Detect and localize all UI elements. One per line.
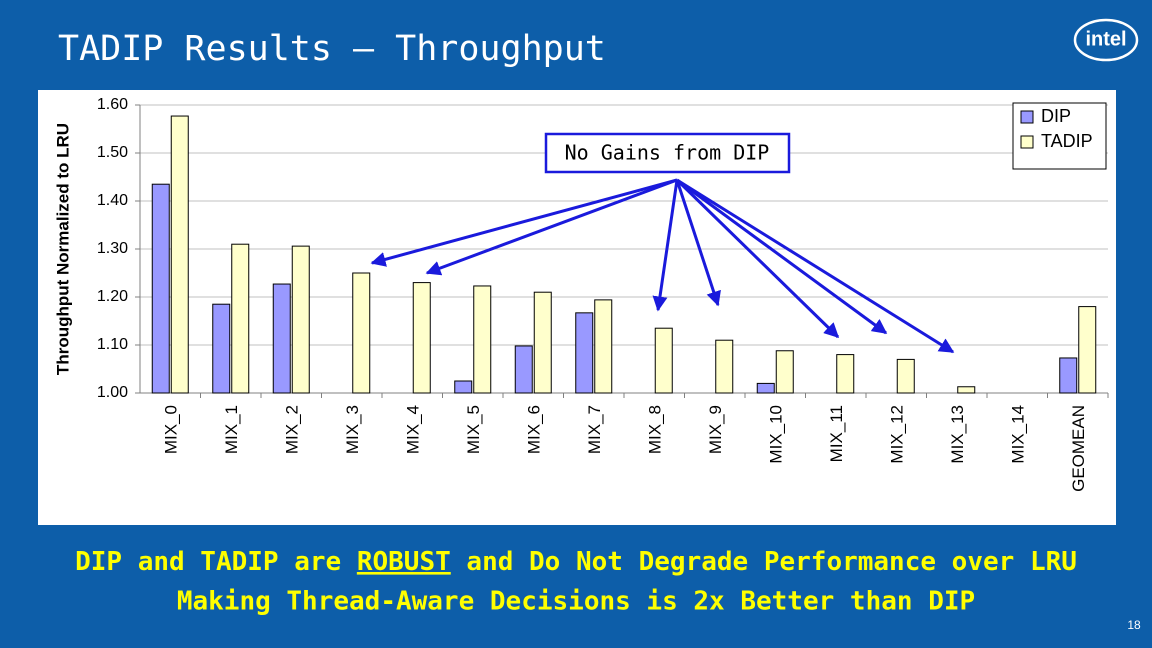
annotation-box (544, 132, 791, 174)
bar (715, 339, 734, 394)
y-tick-label: 1.10 (97, 336, 128, 353)
x-tick-label: MIX_2 (283, 405, 302, 454)
x-tick-label: MIX_6 (525, 405, 544, 454)
legend-label: DIP (1041, 106, 1071, 126)
x-tick-label: MIX_1 (222, 405, 241, 454)
bar (151, 183, 170, 394)
x-tick-label: MIX_5 (464, 405, 483, 454)
bar (836, 354, 855, 394)
x-tick-label: MIX_9 (706, 405, 725, 454)
bar (896, 358, 915, 394)
x-tick-label: MIX_11 (827, 405, 846, 462)
arrow (370, 178, 678, 267)
annotation-arrows (370, 178, 955, 354)
bar (412, 282, 431, 394)
y-tick-label: 1.20 (97, 288, 128, 305)
chart: 1.00 1.10 1.20 1.30 1.40 1.50 1.60 Throughput N… (53, 96, 1109, 492)
bar (272, 283, 291, 394)
bar (352, 272, 371, 394)
arrow (425, 178, 678, 276)
x-tick-label: MIX_7 (585, 405, 604, 454)
arrow (652, 179, 679, 312)
footer-part: and Do Not Degrade Performance over LRU (451, 547, 1077, 577)
bar (575, 312, 594, 394)
bar (473, 285, 492, 394)
x-tick-label: MIX_14 (1009, 405, 1028, 464)
bar (756, 382, 775, 394)
arrow (676, 178, 955, 354)
x-tick-label: MIX_0 (162, 405, 181, 454)
logo-ring (1073, 18, 1139, 62)
bar (212, 303, 231, 394)
footer-part: DIP and TADIP are (75, 547, 357, 577)
bar (775, 350, 794, 394)
bar (1059, 357, 1078, 394)
bar (533, 291, 552, 394)
footer-line: Making Thread-Aware Decisions is 2x Bett… (177, 587, 975, 617)
x-tick-label: MIX_10 (767, 405, 786, 464)
footer-line: DIP and TADIP are ROBUST and Do Not Degr… (75, 547, 1077, 577)
slide-title: TADIP Results – Throughput (58, 29, 606, 69)
page-number: 18 (1127, 618, 1141, 632)
x-tick-label: MIX_8 (646, 405, 665, 454)
bar (654, 327, 673, 394)
annotation: No Gains from DIP (565, 141, 770, 165)
y-tick-label: 1.60 (97, 96, 128, 113)
y-tick-label: 1.50 (97, 144, 128, 161)
bar (957, 386, 976, 394)
footer-emphasis: ROBUST (357, 547, 451, 577)
bar (231, 243, 250, 394)
x-tick-label: MIX_12 (888, 405, 907, 464)
y-axis-title: Throughput Normalized to LRU (53, 123, 72, 375)
arrow (675, 179, 721, 307)
arrow (675, 178, 840, 339)
bar (291, 245, 310, 394)
y-tick-label: 1.00 (97, 384, 128, 401)
y-tick-label: 1.30 (97, 240, 128, 257)
x-tick-label: MIX_4 (404, 405, 423, 454)
x-tick-label: MIX_13 (948, 405, 967, 464)
arrow (676, 178, 888, 335)
bar (594, 299, 613, 394)
bar (1078, 306, 1097, 394)
bar (454, 380, 473, 394)
bar (170, 115, 189, 394)
legend-label: TADIP (1041, 131, 1093, 151)
logo: intel (1073, 18, 1139, 62)
x-tick-label: MIX_3 (343, 405, 362, 454)
legend-swatch (1020, 110, 1034, 124)
legend-swatch (1020, 135, 1034, 149)
bar (514, 345, 533, 394)
x-tick-label: GEOMEAN (1069, 405, 1088, 492)
logo-text: intel (1085, 28, 1126, 50)
y-tick-label: 1.40 (97, 192, 128, 209)
